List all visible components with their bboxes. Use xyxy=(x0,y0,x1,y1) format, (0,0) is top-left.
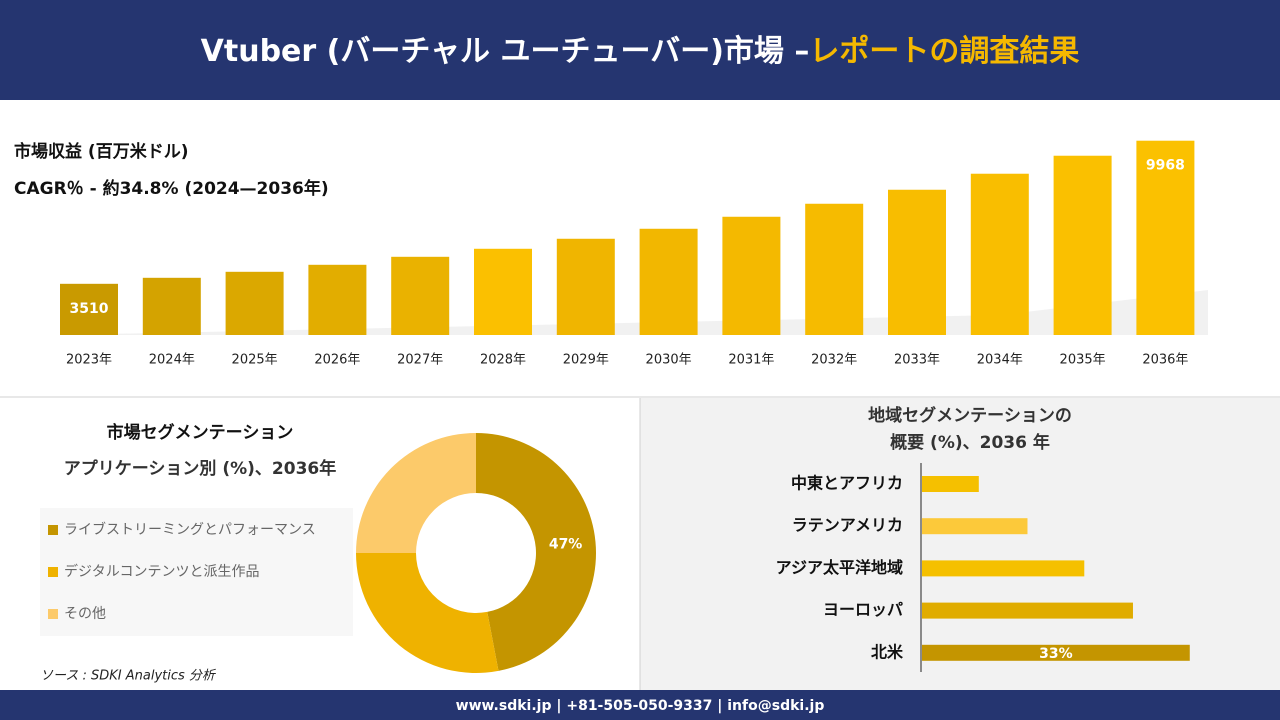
bar xyxy=(391,256,450,335)
bar xyxy=(60,283,118,335)
x-tick-label: 2024年 xyxy=(149,353,195,368)
bar-title: 市場収益 (百万米ドル) xyxy=(14,141,188,162)
y-tick-label: 中東とアフリカ xyxy=(791,474,903,493)
x-tick-label: 2035年 xyxy=(1060,353,1106,368)
x-tick-label: 2026年 xyxy=(314,353,360,368)
x-tick-label: 2025年 xyxy=(232,353,278,368)
legend-label: ライブストリーミングとパフォーマンス xyxy=(64,521,316,538)
bar xyxy=(474,248,532,335)
value-label: 33% xyxy=(1039,646,1073,662)
bar xyxy=(970,173,1029,335)
x-tick-label: 2027年 xyxy=(397,353,443,368)
legend-swatch xyxy=(48,525,58,535)
bar xyxy=(308,264,367,335)
bar-subtitle: CAGR％ - 約34.8% (2024—2036年) xyxy=(14,178,329,199)
hbar xyxy=(922,602,1133,619)
x-tick-label: 2034年 xyxy=(977,353,1023,368)
bar xyxy=(888,189,946,335)
value-label: 47% xyxy=(549,537,583,553)
hbar xyxy=(922,476,979,492)
source: ソース : SDKI Analytics 分析 xyxy=(40,669,217,684)
y-tick-label: ヨーロッパ xyxy=(823,600,903,619)
bar xyxy=(722,216,781,335)
y-tick-label: ラテンアメリカ xyxy=(792,516,903,535)
footer: www.sdki.jp | +81-505-050-9337 | info@sd… xyxy=(456,698,825,714)
x-tick-label: 2033年 xyxy=(894,353,940,368)
donut-slice xyxy=(476,433,596,671)
legend-swatch xyxy=(48,567,58,577)
header-bar xyxy=(0,0,1280,100)
bar xyxy=(1053,155,1112,335)
hbar-title: 概要 (%)、2036 年 xyxy=(890,432,1050,453)
bar xyxy=(639,228,698,335)
legend-label: デジタルコンテンツと派生作品 xyxy=(64,563,259,580)
legend-swatch xyxy=(48,609,58,619)
hbar xyxy=(922,644,1190,661)
hbar-title: 地域セグメンテーションの xyxy=(868,405,1072,426)
donut-title: 市場セグメンテーション xyxy=(107,422,294,443)
x-tick-label: 2032年 xyxy=(811,353,857,368)
x-tick-label: 2028年 xyxy=(480,353,526,368)
value-label: 9968 xyxy=(1146,158,1185,174)
x-tick-label: 2031年 xyxy=(728,353,774,368)
title-main: Vtuber (バーチャル ユーチューバー)市場 – xyxy=(201,34,810,69)
y-tick-label: アジア太平洋地域 xyxy=(776,558,903,577)
x-tick-label: 2029年 xyxy=(563,353,609,368)
donut-subtitle: アプリケーション別 (%)、2036年 xyxy=(64,458,336,479)
hbar xyxy=(922,518,1028,535)
bar xyxy=(1136,140,1195,335)
x-tick-label: 2036年 xyxy=(1142,353,1188,368)
title-highlight: レポートの調査結果 xyxy=(809,34,1079,69)
bar xyxy=(556,238,615,335)
bar xyxy=(225,271,284,335)
donut-slice xyxy=(356,433,476,553)
y-tick-label: 北米 xyxy=(871,642,904,661)
footer-bar xyxy=(0,690,1280,720)
right-panel xyxy=(640,398,1280,690)
bar xyxy=(805,203,864,335)
legend-label: その他 xyxy=(64,606,106,622)
donut-slice xyxy=(356,553,499,673)
value-label: 3510 xyxy=(70,301,109,317)
hbar xyxy=(922,560,1085,577)
bar xyxy=(142,277,201,335)
legend-box xyxy=(40,508,353,636)
header-title: Vtuber (バーチャル ユーチューバー)市場 –レポートの調査結果 xyxy=(201,34,1080,69)
x-tick-label: 2023年 xyxy=(66,353,112,368)
x-tick-label: 2030年 xyxy=(646,353,692,368)
